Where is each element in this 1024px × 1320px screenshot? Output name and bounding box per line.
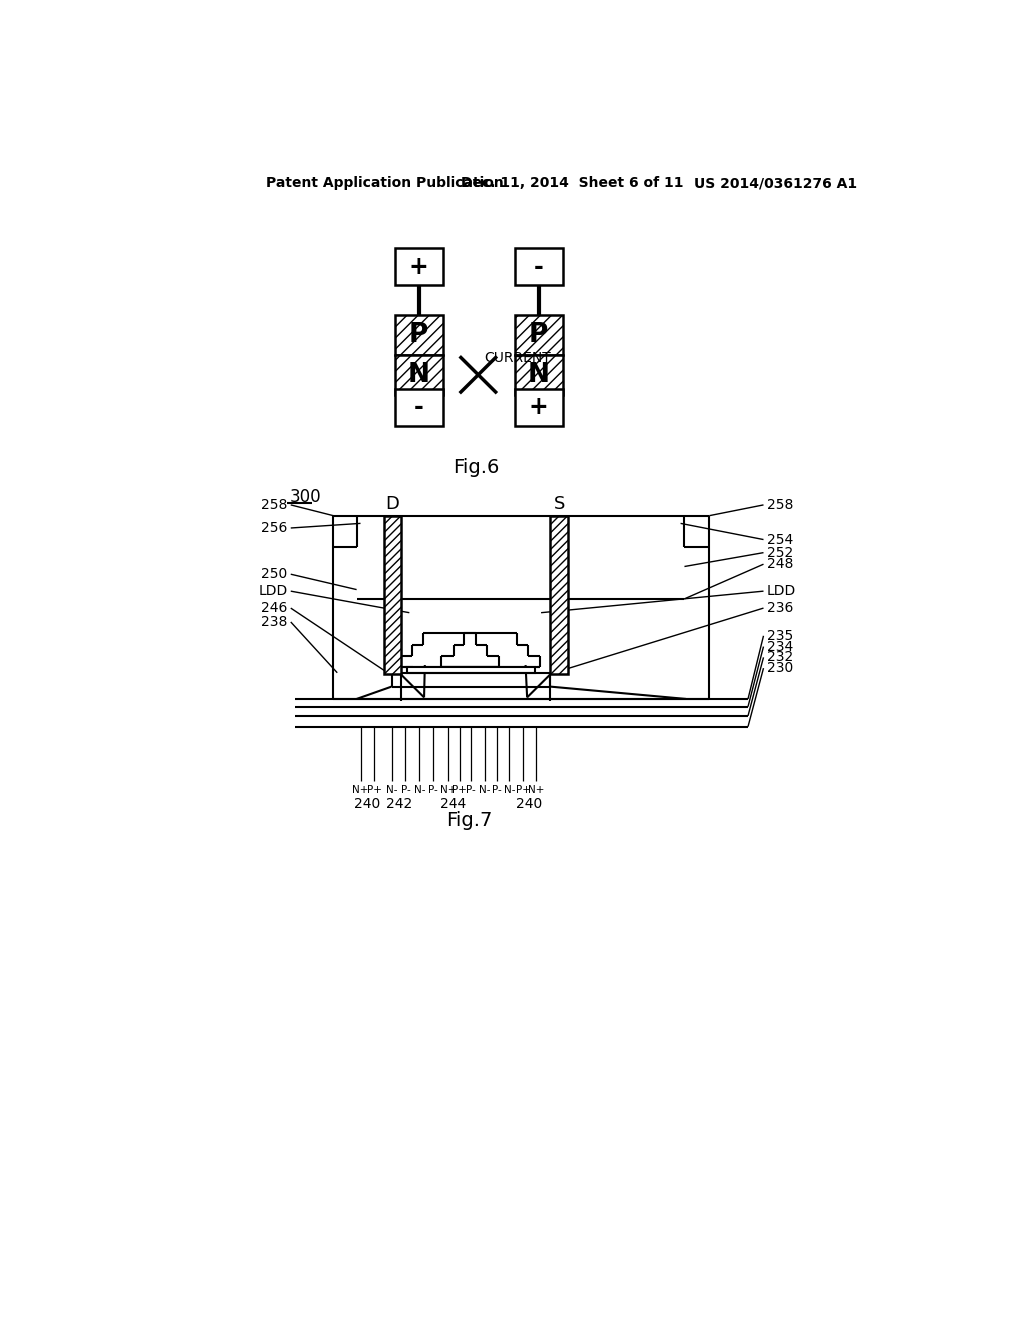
Text: 240: 240 <box>516 797 543 810</box>
Text: N+: N+ <box>440 785 457 795</box>
Bar <box>515 314 563 355</box>
Text: P+: P+ <box>516 785 530 795</box>
Text: Fig.7: Fig.7 <box>445 810 493 830</box>
Text: 258: 258 <box>261 498 288 512</box>
Text: +: + <box>528 395 549 420</box>
Text: 234: 234 <box>767 640 793 653</box>
Text: 240: 240 <box>354 797 381 810</box>
Bar <box>394 248 442 285</box>
Text: 256: 256 <box>261 521 288 535</box>
Text: P-: P- <box>467 785 476 795</box>
Text: Fig.6: Fig.6 <box>454 458 500 478</box>
Text: US 2014/0361276 A1: US 2014/0361276 A1 <box>693 176 857 190</box>
Text: P-: P- <box>492 785 502 795</box>
Text: P-: P- <box>400 785 411 795</box>
Text: S: S <box>554 495 565 513</box>
Bar <box>407 667 535 673</box>
Bar <box>550 516 568 675</box>
Text: -: - <box>414 395 424 420</box>
Text: CURRENT: CURRENT <box>484 351 551 364</box>
Bar <box>515 355 563 395</box>
Bar <box>515 388 563 425</box>
Bar <box>394 355 442 395</box>
Bar <box>384 516 400 675</box>
Text: 238: 238 <box>261 615 288 628</box>
Text: N+: N+ <box>352 785 369 795</box>
Text: 258: 258 <box>767 498 793 512</box>
Text: 230: 230 <box>767 661 793 675</box>
Text: P: P <box>409 322 428 347</box>
Text: N-: N- <box>479 785 490 795</box>
Text: P+: P+ <box>367 785 382 795</box>
Text: 300: 300 <box>289 488 321 506</box>
Text: Patent Application Publication: Patent Application Publication <box>266 176 504 190</box>
Text: N-: N- <box>504 785 515 795</box>
Text: 232: 232 <box>767 651 793 664</box>
Text: 246: 246 <box>261 601 288 615</box>
Bar <box>550 516 568 675</box>
Text: -: - <box>534 255 544 279</box>
Text: N-: N- <box>414 785 425 795</box>
Text: P+: P+ <box>453 785 467 795</box>
Text: LDD: LDD <box>767 585 796 598</box>
Bar <box>384 516 400 675</box>
Text: +: + <box>409 255 428 279</box>
Text: Dec. 11, 2014  Sheet 6 of 11: Dec. 11, 2014 Sheet 6 of 11 <box>461 176 684 190</box>
Text: N: N <box>527 362 550 388</box>
Text: N-: N- <box>386 785 397 795</box>
Text: P: P <box>529 322 549 347</box>
Bar <box>394 314 442 355</box>
Text: 254: 254 <box>767 532 793 546</box>
Text: LDD: LDD <box>258 585 288 598</box>
Text: 235: 235 <box>767 628 793 643</box>
Bar <box>515 248 563 285</box>
Text: 236: 236 <box>767 601 793 615</box>
Text: 242: 242 <box>386 797 413 810</box>
Text: 248: 248 <box>767 557 793 572</box>
Text: 244: 244 <box>440 797 467 810</box>
Text: D: D <box>385 495 399 513</box>
Text: P-: P- <box>428 785 438 795</box>
Text: 252: 252 <box>767 545 793 560</box>
Text: 250: 250 <box>261 568 288 581</box>
Bar <box>394 388 442 425</box>
Text: N: N <box>408 362 430 388</box>
Text: N+: N+ <box>528 785 545 795</box>
